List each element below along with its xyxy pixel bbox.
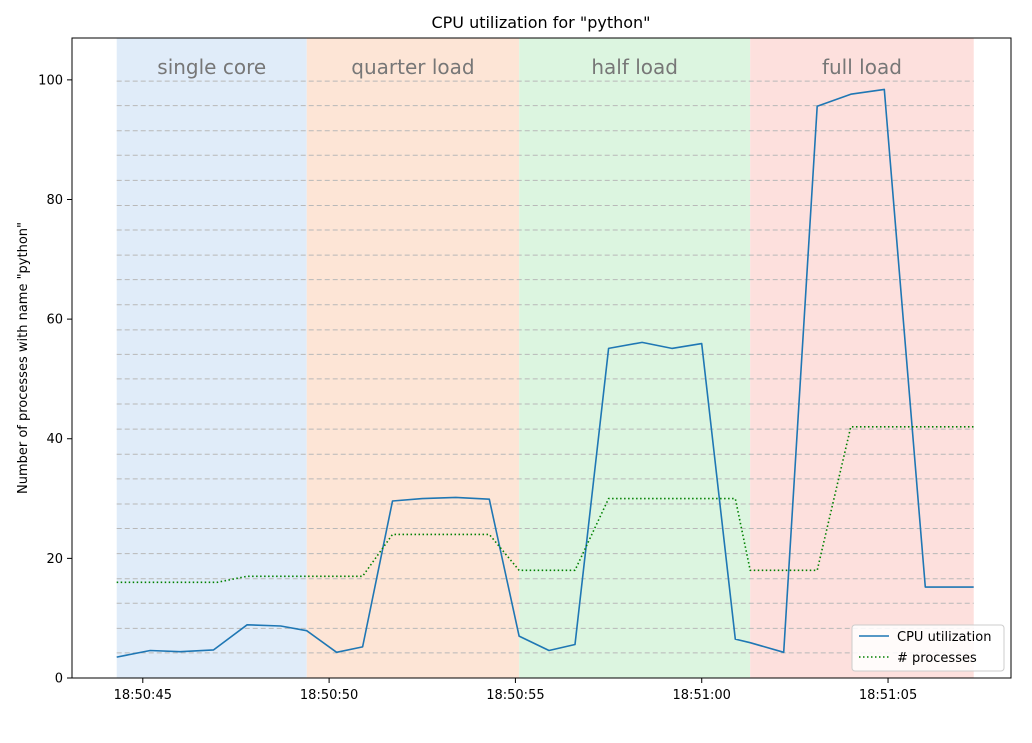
data-point-processes (573, 568, 578, 573)
data-point-processes (360, 574, 365, 579)
y-tick-label: 60 (46, 313, 63, 328)
region-full-load (750, 38, 974, 678)
x-tick-label: 18:51:05 (859, 688, 917, 703)
data-point-processes (733, 496, 738, 501)
data-point-cpu-utilization (971, 585, 976, 590)
data-point-cpu-utilization (148, 648, 153, 653)
load-regions (116, 38, 974, 678)
data-point-processes (517, 568, 522, 573)
data-point-cpu-utilization (848, 92, 853, 97)
series-lines (114, 87, 976, 660)
x-tick-label: 18:50:50 (300, 688, 358, 703)
data-point-cpu-utilization (360, 644, 365, 649)
series-line-cpu-utilization (116, 88, 974, 658)
y-tick-label: 100 (38, 73, 63, 88)
region-quarter-load (306, 38, 520, 678)
legend-box (851, 624, 1005, 672)
data-point-processes (748, 568, 753, 573)
data-point-cpu-utilization (781, 650, 786, 655)
region-label-full-load: full load (822, 55, 902, 79)
data-point-cpu-utilization (245, 622, 250, 627)
series-line-processes (116, 425, 974, 584)
data-point-processes (815, 568, 820, 573)
data-point-cpu-utilization (546, 648, 551, 653)
y-tick-label: 40 (46, 432, 63, 447)
region-label-quarter-load: quarter load (351, 55, 474, 79)
plot-frame (71, 37, 1012, 679)
data-point-cpu-utilization (815, 104, 820, 109)
y-axis-ticks: 0 20 40 60 80 100 (38, 73, 72, 687)
chart-title: CPU utilization for "python" (431, 13, 650, 32)
data-point-cpu-utilization (453, 495, 458, 500)
x-axis-ticks: 18:50:45 18:50:50 18:50:55 18:51:00 18:51:05 (114, 678, 917, 703)
data-point-cpu-utilization (923, 585, 928, 590)
region-label-half-load: half load (591, 55, 678, 79)
data-point-processes (606, 496, 611, 501)
y-tick-label: 80 (46, 193, 63, 208)
data-point-processes (487, 532, 492, 537)
x-tick-label: 18:51:00 (673, 688, 731, 703)
data-point-cpu-utilization (487, 497, 492, 502)
data-point-cpu-utilization (390, 498, 395, 503)
data-point-cpu-utilization (573, 642, 578, 647)
region-label-single-core: single core (157, 55, 266, 79)
threshold-lines (116, 80, 974, 654)
data-point-processes (971, 424, 976, 429)
data-point-cpu-utilization (606, 346, 611, 351)
data-point-processes (848, 424, 853, 429)
x-tick-label: 18:50:45 (114, 688, 172, 703)
region-labels: single core quarter load half load full loa… (157, 55, 902, 79)
data-point-cpu-utilization (699, 341, 704, 346)
region-single-core (116, 38, 307, 678)
legend: CPU utilization # processes (851, 624, 1005, 672)
data-point-processes (390, 532, 395, 537)
data-point-processes (114, 580, 119, 585)
data-point-processes (215, 580, 220, 585)
data-point-cpu-utilization (517, 634, 522, 639)
y-tick-label: 0 (55, 672, 63, 687)
y-tick-label: 20 (46, 552, 63, 567)
data-point-cpu-utilization (420, 496, 425, 501)
data-point-cpu-utilization (669, 346, 674, 351)
x-tick-label: 18:50:55 (486, 688, 544, 703)
data-point-cpu-utilization (278, 623, 283, 628)
region-half-load (519, 38, 751, 678)
legend-label-processes: # processes (897, 651, 977, 666)
data-point-cpu-utilization (748, 640, 753, 645)
data-point-processes (245, 574, 250, 579)
data-point-cpu-utilization (640, 340, 645, 345)
data-point-cpu-utilization (178, 649, 183, 654)
data-point-cpu-utilization (114, 655, 119, 660)
data-point-cpu-utilization (304, 628, 309, 633)
legend-label-cpu-utilization: CPU utilization (897, 630, 991, 645)
data-point-cpu-utilization (733, 637, 738, 642)
data-point-cpu-utilization (882, 87, 887, 92)
y-axis-label: Number of processes with name "python" (16, 222, 31, 494)
data-point-cpu-utilization (334, 650, 339, 655)
data-point-cpu-utilization (211, 647, 216, 652)
